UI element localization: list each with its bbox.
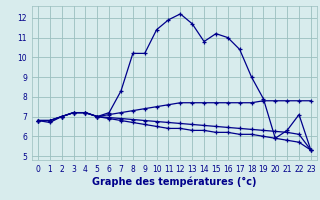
X-axis label: Graphe des températures (°c): Graphe des températures (°c) (92, 177, 257, 187)
